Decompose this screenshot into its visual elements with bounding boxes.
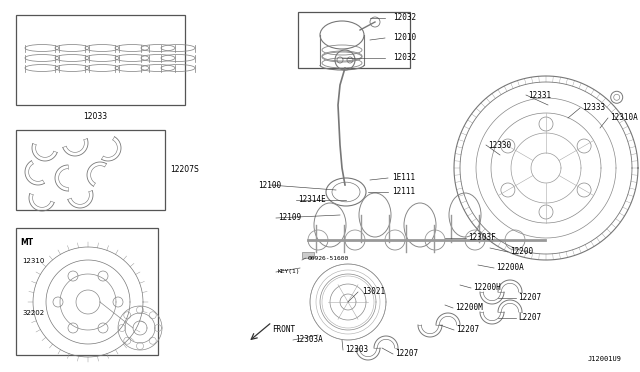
Text: 12303: 12303: [345, 346, 368, 355]
Text: 12109: 12109: [278, 214, 301, 222]
Text: L2207: L2207: [518, 314, 541, 323]
Text: 12207: 12207: [456, 326, 479, 334]
Text: FRONT: FRONT: [272, 326, 295, 334]
Text: 12207S: 12207S: [170, 166, 199, 174]
Text: 13021: 13021: [362, 288, 385, 296]
Bar: [302, 252, 314, 258]
Bar: [16, 228, 158, 355]
Text: 12314E: 12314E: [298, 196, 326, 205]
Bar: [16, 15, 185, 105]
Text: 12330: 12330: [488, 141, 511, 150]
Text: 12032: 12032: [393, 54, 416, 62]
Text: 12200: 12200: [510, 247, 533, 257]
Text: MT: MT: [20, 238, 33, 247]
Bar: [16, 130, 165, 210]
Text: 12032: 12032: [393, 13, 416, 22]
Text: 12200M: 12200M: [455, 304, 483, 312]
Text: KEY(1): KEY(1): [278, 269, 301, 275]
Text: 32202: 32202: [22, 310, 44, 316]
Text: 12303F: 12303F: [468, 234, 496, 243]
Text: 12207: 12207: [395, 350, 418, 359]
Text: 12303A: 12303A: [295, 336, 323, 344]
Text: 12010: 12010: [393, 33, 416, 42]
Text: 00926-51600: 00926-51600: [308, 256, 349, 260]
Text: 12200H: 12200H: [473, 283, 500, 292]
Text: 12207: 12207: [518, 294, 541, 302]
Text: 12333: 12333: [582, 103, 605, 112]
Text: 12200A: 12200A: [496, 263, 524, 273]
Bar: [298, 12, 410, 68]
Text: 12331: 12331: [528, 90, 551, 99]
Text: J12001U9: J12001U9: [588, 356, 622, 362]
Text: 12100: 12100: [258, 180, 281, 189]
Text: 12033: 12033: [83, 112, 107, 121]
Text: 12111: 12111: [392, 187, 415, 196]
Text: 1E111: 1E111: [392, 173, 415, 183]
Text: 12310A: 12310A: [610, 113, 637, 122]
Text: 12310: 12310: [22, 258, 44, 264]
